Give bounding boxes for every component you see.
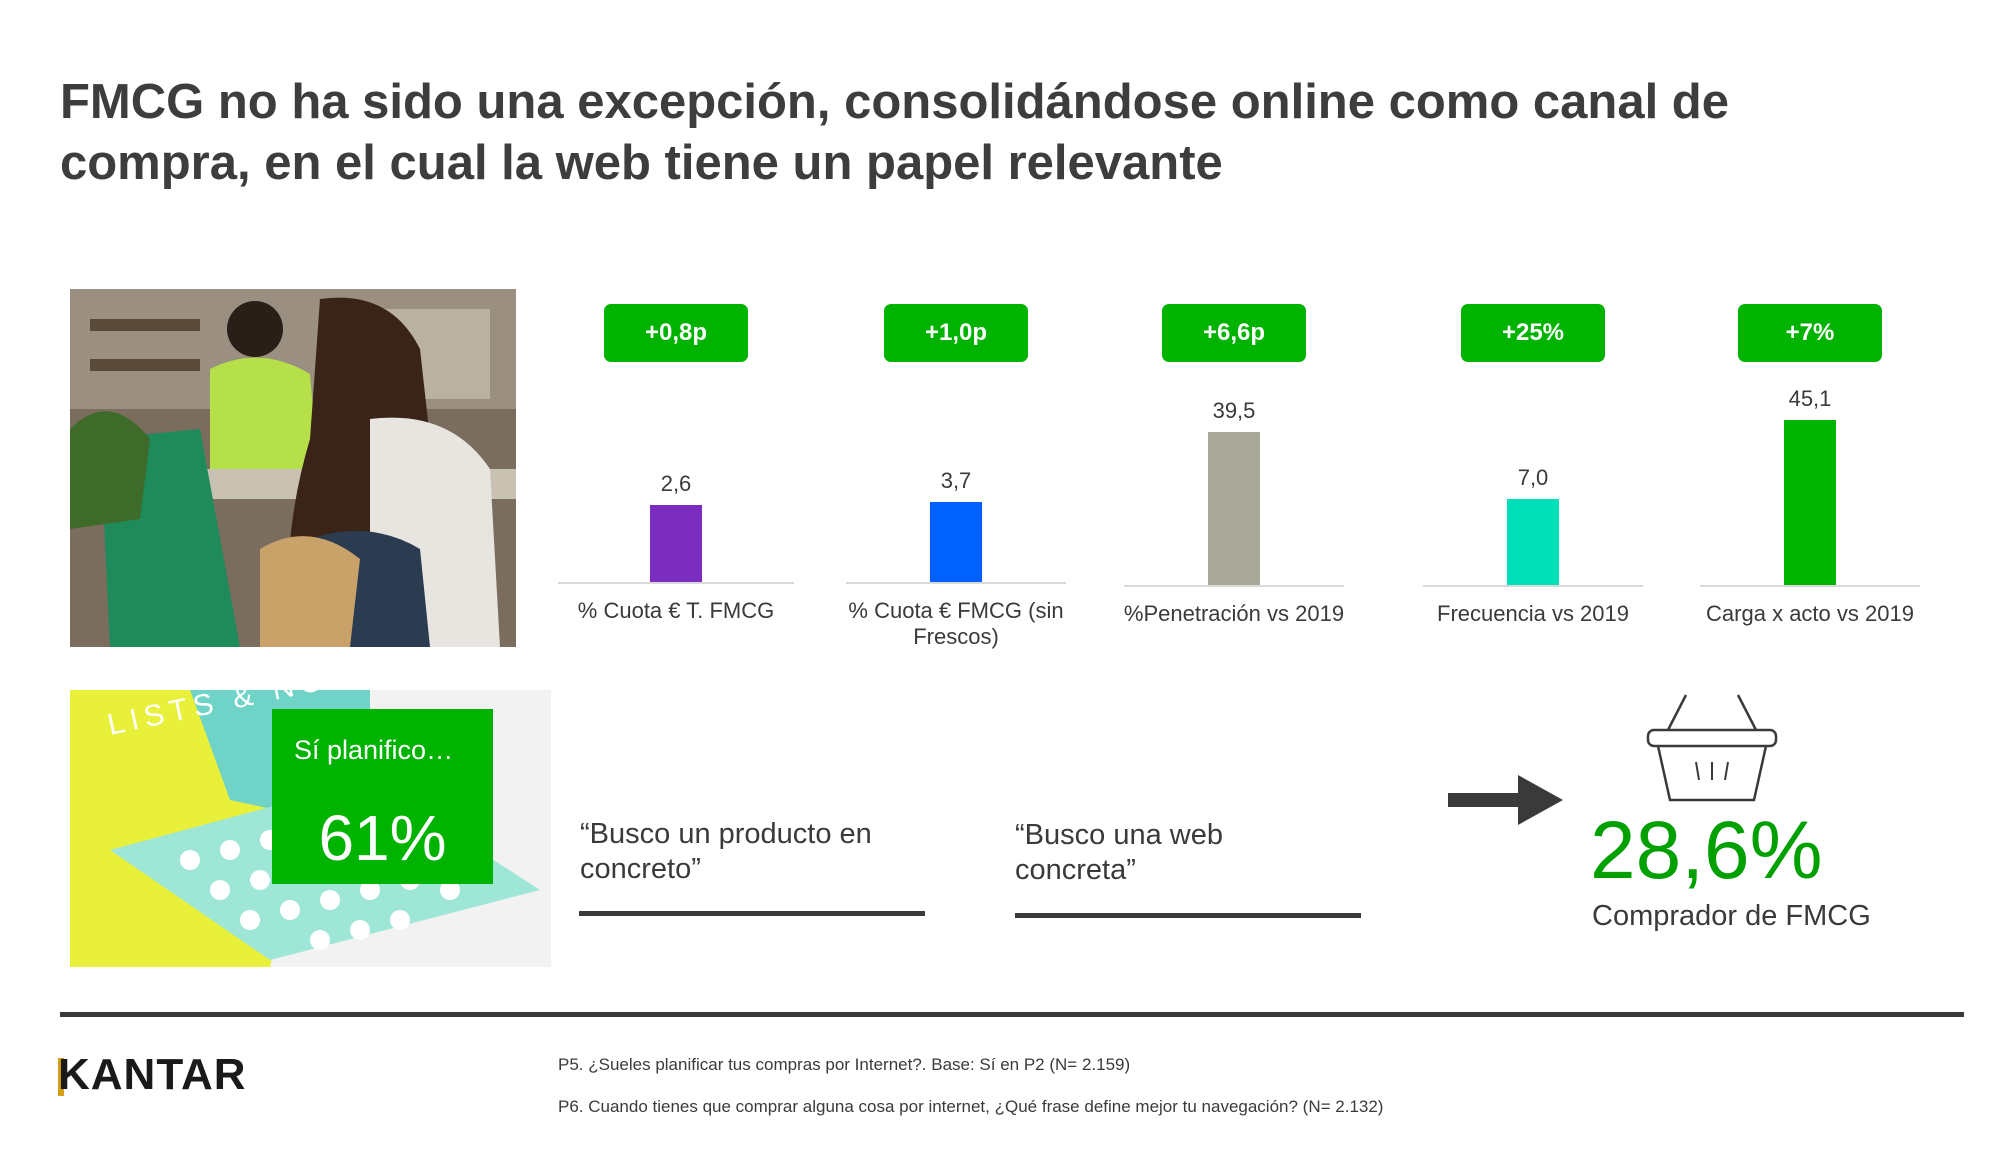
planning-label: Sí planifico… — [294, 735, 454, 765]
change-badge-2: +6,6p — [1162, 304, 1306, 362]
quote-product: “Busco un producto en concreto” — [580, 818, 872, 885]
kantar-logo-mark — [58, 1058, 64, 1096]
category-label-2: %Penetración vs 2019 — [1123, 601, 1345, 626]
change-badge-1: +1,0p — [884, 304, 1028, 362]
bar-1 — [930, 502, 982, 582]
shopping-basket-icon — [1646, 694, 1778, 802]
baseline-0 — [558, 582, 794, 584]
planning-value: 61% — [318, 802, 447, 874]
category-label-3: Frecuencia vs 2019 — [1437, 601, 1629, 626]
bar-3 — [1507, 498, 1559, 585]
shopping-photo — [70, 289, 516, 647]
planning-box: Sí planifico… 61% — [272, 709, 493, 884]
baseline-1 — [846, 582, 1066, 584]
category-label-4: Carga x acto vs 2019 — [1706, 601, 1914, 626]
footnote-p6: P6. Cuando tienes que comprar alguna cos… — [558, 1097, 1384, 1116]
bar-4 — [1784, 420, 1836, 585]
kantar-logo: KANTAR — [58, 1050, 247, 1099]
bar-0 — [650, 504, 702, 582]
category-label-0: % Cuota € T. FMCG — [577, 598, 775, 623]
baseline-3 — [1423, 585, 1643, 587]
bar-value-label-0: 2,6 — [660, 470, 692, 496]
fmcg-buyer-percentage: 28,6% — [1590, 805, 1823, 896]
change-badge-3: +25% — [1461, 304, 1605, 362]
bar-value-label-3: 7,0 — [1517, 464, 1549, 490]
page-title: FMCG no ha sido una excepción, consolidá… — [60, 75, 1729, 190]
fmcg-buyer-label: Comprador de FMCG — [1592, 900, 1871, 932]
footnote-p5: P5. ¿Sueles planificar tus compras por I… — [558, 1055, 1131, 1074]
bar-value-label-4: 45,1 — [1788, 386, 1832, 411]
change-badge-4: +7% — [1738, 304, 1882, 362]
baseline-4 — [1700, 585, 1920, 587]
bar-value-label-1: 3,7 — [940, 468, 972, 494]
quote-web: “Busco una web concreta” — [1015, 819, 1223, 886]
bar-2 — [1208, 431, 1260, 585]
quote-product-underline — [579, 911, 925, 916]
shopping-photo-illustration — [70, 289, 516, 647]
change-badge-0: +0,8p — [604, 304, 748, 362]
footer-divider — [60, 1012, 1964, 1017]
arrow-right-icon — [1448, 775, 1563, 825]
bar-value-label-2: 39,5 — [1212, 397, 1256, 423]
baseline-2 — [1124, 585, 1344, 587]
quote-web-underline — [1015, 913, 1361, 918]
category-label-1: % Cuota € FMCG (sin Frescos) — [848, 598, 1064, 649]
